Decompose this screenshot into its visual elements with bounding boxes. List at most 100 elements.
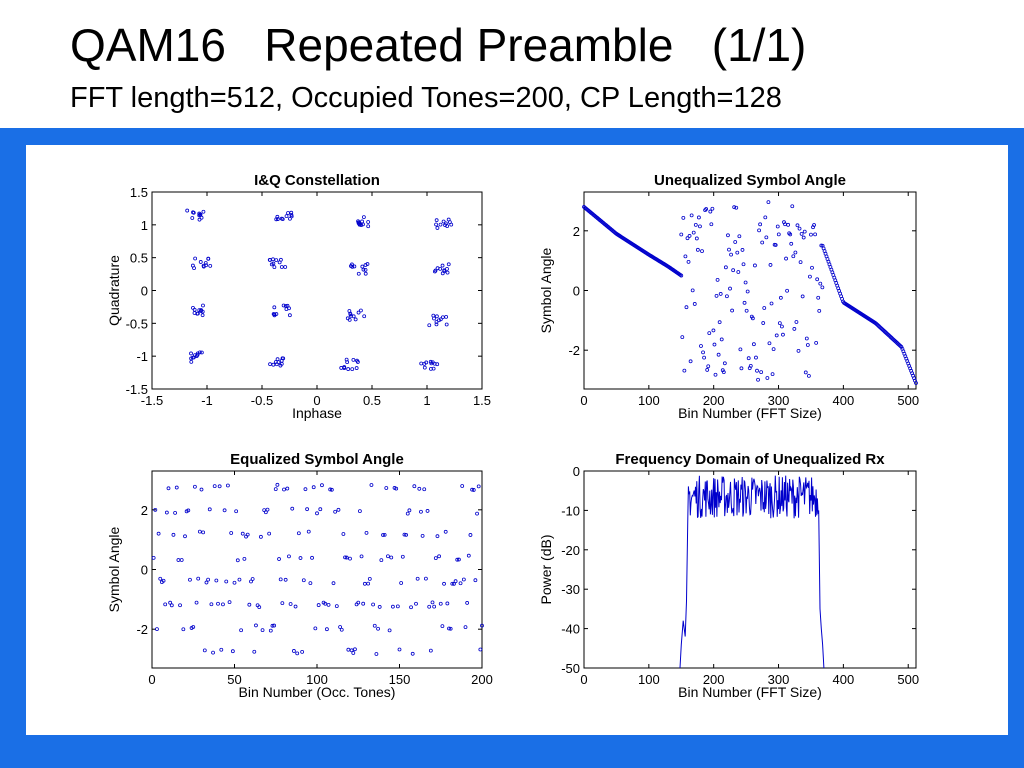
equalized-point — [364, 530, 369, 535]
angle-point — [761, 321, 766, 325]
equalized-point — [386, 554, 390, 559]
equalized-point — [155, 627, 159, 631]
equalized-point — [473, 578, 478, 583]
x-axis-label: Inphase — [292, 405, 342, 421]
constellation-point — [446, 262, 451, 267]
equalized-point — [450, 581, 455, 586]
x-tick-label: 200 — [471, 672, 493, 687]
constellation-point — [277, 260, 282, 265]
equalized-point — [224, 579, 229, 584]
constellation-point — [280, 217, 285, 222]
equalized-point — [356, 600, 361, 605]
equalized-point — [173, 510, 178, 515]
angle-point — [769, 301, 774, 306]
constellation-point — [362, 314, 367, 319]
constellation-point — [190, 216, 195, 220]
angle-point — [698, 224, 702, 229]
constellation-point — [434, 320, 439, 324]
plot-area — [583, 191, 917, 390]
equalized-point — [389, 555, 394, 560]
angle-point — [780, 324, 784, 329]
constellation-point — [363, 271, 368, 276]
equalized-point — [300, 649, 305, 654]
y-tick-label: -2 — [136, 622, 148, 637]
y-axis-label: Power (dB) — [538, 534, 554, 604]
equalized-point — [237, 577, 242, 582]
equalized-point — [263, 510, 268, 515]
x-tick-label: 1 — [423, 393, 430, 408]
y-tick-label: 2 — [141, 503, 148, 518]
x-tick-label: 50 — [227, 672, 241, 687]
equalized-point — [168, 600, 173, 605]
constellation-point — [361, 222, 365, 227]
equalized-point — [313, 626, 318, 631]
equalized-point — [448, 626, 453, 631]
equalized-point — [158, 576, 163, 581]
constellation-point — [350, 367, 355, 372]
constellation-point — [200, 313, 205, 318]
equalized-point — [201, 530, 206, 535]
equalized-point — [471, 488, 476, 492]
equalized-point — [376, 626, 380, 631]
constellation-point — [274, 362, 279, 367]
y-axis-label: Symbol Angle — [106, 526, 122, 612]
angle-point — [737, 234, 742, 239]
angle-point — [731, 268, 736, 273]
angle-point — [797, 226, 802, 231]
equalized-point — [455, 557, 460, 562]
equalized-point — [379, 558, 384, 563]
angle-point — [815, 277, 820, 282]
x-tick-label: 0 — [148, 672, 155, 687]
constellation-point — [366, 224, 371, 229]
angle-point — [755, 368, 759, 373]
angle-point — [690, 288, 695, 293]
figure-svg: I&Q Constellation-1.5 -1 -0.5 0 0.5 1 1.51.510… — [106, 172, 919, 700]
angle-point — [746, 356, 751, 361]
y-tick-label: 0 — [573, 284, 580, 299]
angle-point — [790, 204, 795, 209]
equalized-point — [428, 648, 433, 653]
equalized-point — [252, 649, 257, 654]
constellation-point — [195, 353, 200, 357]
angle-point — [798, 260, 803, 265]
angle-point — [796, 348, 801, 353]
equalized-point — [169, 603, 174, 608]
constellation-point — [272, 265, 277, 270]
equalized-point — [361, 601, 366, 606]
constellation-point — [289, 214, 294, 219]
angle-point — [802, 229, 807, 234]
equalized-point — [308, 581, 313, 586]
equalized-point — [371, 602, 376, 607]
constellation-point — [445, 270, 450, 275]
angle-point — [679, 232, 684, 237]
equalized-point — [240, 531, 245, 536]
equalized-point — [465, 601, 470, 605]
equalized-point — [382, 532, 387, 537]
equalized-point — [230, 649, 235, 654]
angle-point — [819, 243, 824, 248]
constellation-point — [361, 267, 366, 272]
y-axis-label: Symbol Angle — [538, 247, 554, 333]
angle-point — [762, 306, 767, 310]
angle-point — [729, 252, 733, 257]
angle-point — [768, 263, 773, 267]
angle-point — [728, 286, 732, 291]
equalized-point — [199, 487, 204, 492]
y-tick-label: 2 — [573, 224, 580, 239]
equalized-point — [338, 625, 343, 629]
angle-point — [791, 254, 796, 259]
constellation-point — [283, 304, 288, 308]
constellation-point — [197, 217, 202, 222]
angle-point — [784, 256, 788, 261]
constellation-point — [355, 360, 360, 364]
equalized-point — [346, 647, 351, 652]
constellation-point — [288, 216, 292, 221]
constellation-point — [432, 269, 437, 274]
constellation-point — [351, 314, 356, 319]
angle-point — [776, 232, 781, 237]
y-tick-label: -2 — [568, 343, 580, 358]
equalized-point — [211, 650, 215, 655]
equalized-point — [456, 557, 461, 562]
angle-point — [805, 343, 810, 347]
equalized-point — [209, 602, 214, 607]
